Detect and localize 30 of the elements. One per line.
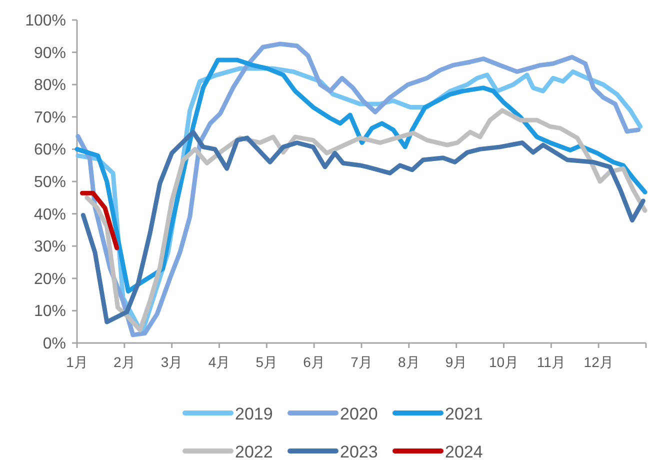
y-tick-label: 40% bbox=[34, 206, 66, 224]
y-tick-label: 100% bbox=[25, 12, 66, 30]
x-tick-label: 5月 bbox=[256, 354, 278, 370]
x-tick-label: 6月 bbox=[303, 354, 325, 370]
y-tick-label: 60% bbox=[34, 142, 66, 159]
x-tick-label: 7月 bbox=[350, 354, 372, 370]
legend-label: 2020 bbox=[340, 404, 378, 424]
y-tick-label: 70% bbox=[34, 109, 66, 126]
x-tick-label: 4月 bbox=[208, 354, 230, 370]
legend-label: 2023 bbox=[340, 442, 378, 460]
legend-label: 2024 bbox=[445, 442, 483, 460]
legend-label: 2019 bbox=[235, 404, 273, 424]
line-series bbox=[74, 58, 648, 294]
legend-label: 2022 bbox=[235, 442, 273, 460]
x-tick-label: 9月 bbox=[445, 354, 468, 370]
x-tick-label: 11月 bbox=[536, 354, 566, 370]
y-tick-label: 80% bbox=[34, 77, 66, 94]
y-tick-label: 10% bbox=[34, 303, 66, 320]
y-tick-label: 30% bbox=[34, 238, 66, 256]
x-tick-label: 8月 bbox=[398, 354, 420, 370]
x-tick-label: 3月 bbox=[160, 354, 183, 370]
x-tick-label: 10月 bbox=[488, 354, 519, 370]
legend-label: 2021 bbox=[445, 404, 483, 424]
y-tick-label: 90% bbox=[34, 44, 66, 62]
y-tick-label: 0% bbox=[42, 336, 66, 352]
x-tick-label: 1月 bbox=[66, 354, 88, 370]
y-tick-label: 20% bbox=[34, 270, 66, 288]
x-tick-label: 12月 bbox=[584, 354, 614, 370]
y-tick-label: 50% bbox=[34, 174, 66, 191]
x-tick-label: 2月 bbox=[114, 354, 136, 370]
